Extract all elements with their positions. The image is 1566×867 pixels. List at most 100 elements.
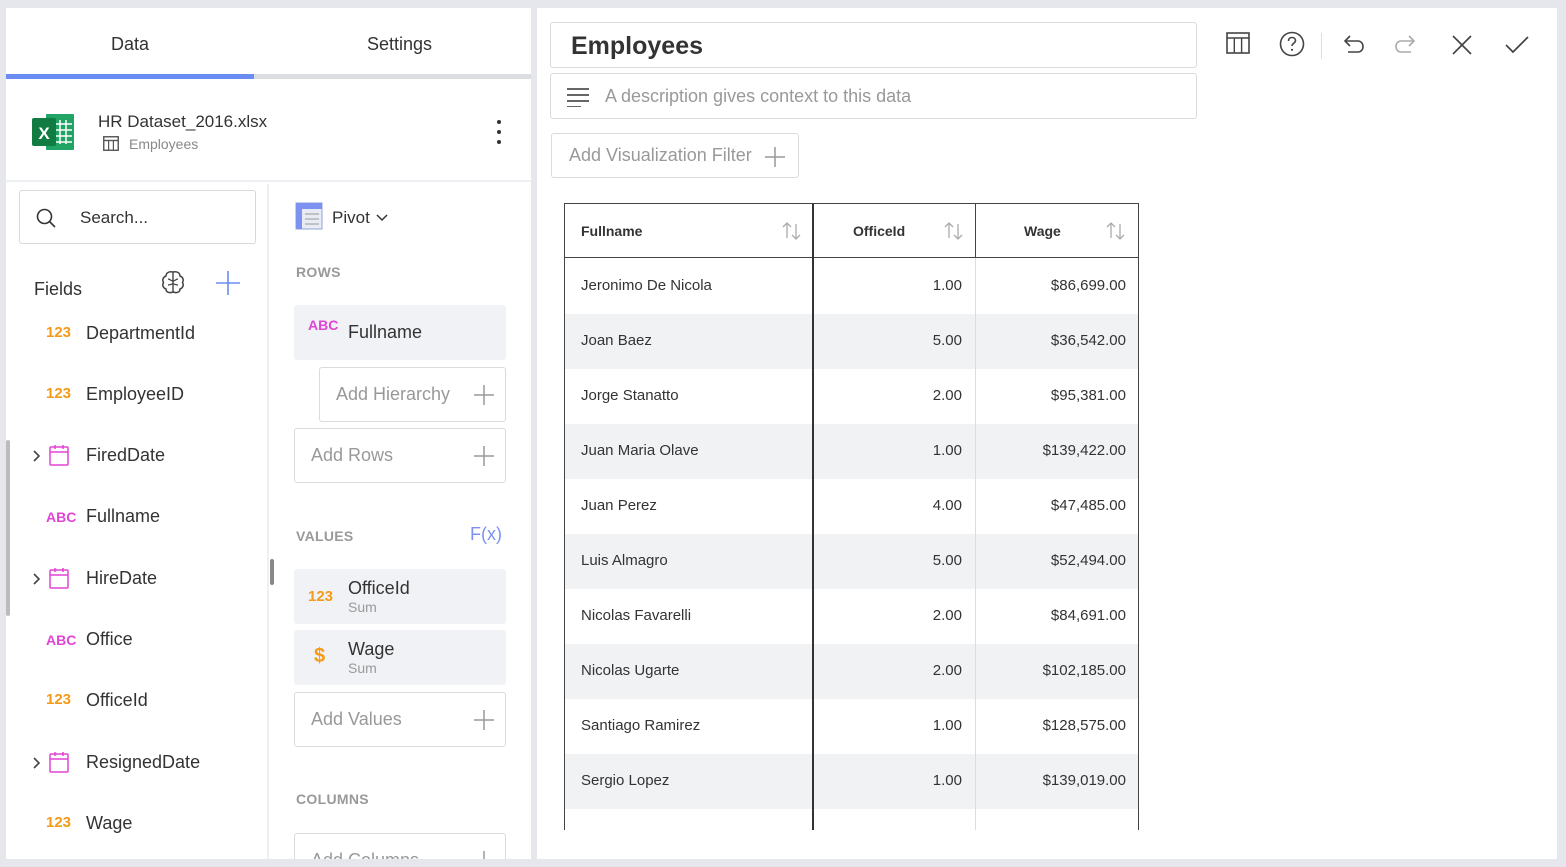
visualization-title: Employees (571, 32, 704, 60)
chevron-down-icon[interactable] (376, 214, 388, 222)
chevron-right-icon[interactable] (30, 571, 44, 587)
aggregation-label: Sum (348, 599, 377, 615)
table-row[interactable]: Jeronimo De Nicola 1.00 $86,699.00 (565, 259, 1138, 314)
number-type-icon: 123 (46, 324, 72, 341)
column-header-fullname[interactable]: Fullname (581, 223, 643, 239)
add-hierarchy-label: Add Hierarchy (336, 384, 451, 404)
table-row[interactable]: Juan Perez 4.00 $47,485.00 (565, 479, 1138, 534)
field-item-employeeid[interactable]: 123 EmployeeID (6, 375, 267, 415)
pivot-panel (269, 184, 531, 859)
table-row[interactable]: Juan Maria Olave 1.00 $139,422.00 (565, 424, 1138, 479)
column-divider (975, 204, 976, 258)
field-item-resigneddate[interactable]: ResignedDate (6, 743, 267, 783)
fields-title: Fields (34, 279, 83, 299)
search-input[interactable] (80, 203, 250, 233)
add-columns-button[interactable]: Add Columns (294, 833, 506, 859)
redo-icon[interactable] (1394, 31, 1420, 57)
description-field[interactable]: A description gives context to this data (550, 73, 1197, 119)
table-row[interactable]: Joan Baez 5.00 $36,542.00 (565, 314, 1138, 369)
help-icon[interactable] (1279, 31, 1305, 57)
title-field[interactable]: Employees (550, 22, 1197, 68)
add-values-button[interactable]: Add Values (294, 692, 506, 747)
field-item-wage[interactable]: 123 Wage (6, 804, 267, 844)
field-item-office[interactable]: ABC Office (6, 620, 267, 660)
table-cell: $139,422.00 (1042, 442, 1126, 459)
table-cell: Nicolas Ugarte (581, 662, 680, 679)
table-row[interactable]: Santiago Ramirez 1.00 $128,575.00 (565, 699, 1138, 754)
plus-icon (474, 710, 494, 730)
number-type-icon: 123 (46, 691, 72, 708)
table-cell: $52,494.00 (1050, 552, 1126, 569)
fields-scrollbar[interactable] (6, 440, 10, 616)
add-rows-label: Add Rows (311, 445, 394, 465)
add-rows-button[interactable]: Add Rows (294, 428, 506, 483)
tab-active-indicator (6, 74, 254, 79)
data-editor-panel: Data Settings X HR Dataset_2016.xlsx (6, 8, 531, 859)
field-name: DepartmentId (86, 323, 196, 343)
number-type-icon: 123 (308, 588, 334, 605)
visualization-type-selector[interactable]: Pivot (332, 208, 370, 227)
field-item-departmentid[interactable]: 123 DepartmentId (6, 314, 267, 354)
add-hierarchy-button[interactable]: Add Hierarchy (319, 367, 506, 422)
table-cell: 1.00 (932, 772, 962, 789)
table-cell: 2.00 (932, 607, 962, 624)
check-icon[interactable] (1504, 35, 1530, 55)
field-item-officeid[interactable]: 123 OfficeId (6, 681, 267, 721)
table-cell: 2.00 (932, 387, 962, 404)
grid-header: Fullname OfficeId Wage (565, 204, 1138, 258)
more-options-icon[interactable] (492, 120, 506, 144)
rows-chip-fullname[interactable]: ABC Fullname (294, 305, 506, 360)
table-row[interactable]: Nicolas Ugarte 2.00 $102,185.00 (565, 644, 1138, 699)
table-row[interactable] (565, 809, 1138, 830)
brain-icon[interactable] (160, 269, 186, 295)
sort-icon[interactable] (1105, 221, 1127, 241)
undo-icon[interactable] (1339, 31, 1365, 57)
values-chip-officeid[interactable]: 123 OfficeId Sum (294, 569, 506, 624)
chip-name: Fullname (348, 322, 423, 342)
field-name: Wage (86, 813, 133, 833)
column-header-officeid[interactable]: OfficeId (853, 223, 906, 239)
datasource-file-name: HR Dataset_2016.xlsx (98, 112, 268, 131)
table-cell: $47,485.00 (1050, 497, 1126, 514)
formula-button[interactable]: F(x) (470, 524, 502, 544)
table-cell: 1.00 (932, 277, 962, 294)
field-item-hiredate[interactable]: HireDate (6, 559, 267, 599)
sort-icon[interactable] (943, 221, 965, 241)
table-cell: $128,575.00 (1042, 717, 1126, 734)
table-cell: Jeronimo De Nicola (581, 277, 712, 294)
close-icon[interactable] (1451, 34, 1473, 56)
table-view-icon[interactable] (1226, 31, 1250, 55)
add-field-icon[interactable] (215, 270, 241, 296)
table-row[interactable]: Nicolas Favarelli 2.00 $84,691.00 (565, 589, 1138, 644)
table-row[interactable]: Luis Almagro 5.00 $52,494.00 (565, 534, 1138, 589)
values-chip-wage[interactable]: $ Wage Sum (294, 630, 506, 685)
column-divider (975, 204, 976, 830)
panel-resize-handle[interactable] (270, 559, 274, 585)
table-cell: $139,019.00 (1042, 772, 1126, 789)
table-cell: 5.00 (932, 552, 962, 569)
calendar-icon (49, 752, 69, 773)
add-columns-label: Add Columns (311, 850, 419, 859)
rows-section-label: ROWS (296, 264, 341, 280)
tab-data[interactable]: Data (110, 33, 150, 54)
table-cell: $84,691.00 (1050, 607, 1126, 624)
tab-settings[interactable]: Settings (366, 33, 433, 54)
table-cell: Santiago Ramirez (581, 717, 701, 734)
table-row[interactable]: Jorge Stanatto 2.00 $95,381.00 (565, 369, 1138, 424)
chevron-right-icon[interactable] (30, 448, 44, 464)
chevron-right-icon[interactable] (30, 755, 44, 771)
toolbar-divider (1321, 33, 1322, 59)
field-item-fullname[interactable]: ABC Fullname (6, 497, 267, 537)
table-cell: $102,185.00 (1042, 662, 1126, 679)
sort-icon[interactable] (781, 221, 803, 241)
plus-icon (765, 147, 785, 167)
field-item-fireddate[interactable]: FiredDate (6, 436, 267, 476)
text-type-icon: ABC (308, 317, 339, 333)
field-name: OfficeId (86, 690, 148, 710)
column-header-wage[interactable]: Wage (1024, 223, 1061, 239)
table-cell: Juan Perez (581, 497, 657, 514)
text-type-icon: ABC (46, 509, 77, 525)
table-row[interactable]: Sergio Lopez 1.00 $139,019.00 (565, 754, 1138, 809)
number-type-icon: 123 (46, 814, 72, 831)
add-visualization-filter-button[interactable]: Add Visualization Filter (551, 133, 799, 178)
